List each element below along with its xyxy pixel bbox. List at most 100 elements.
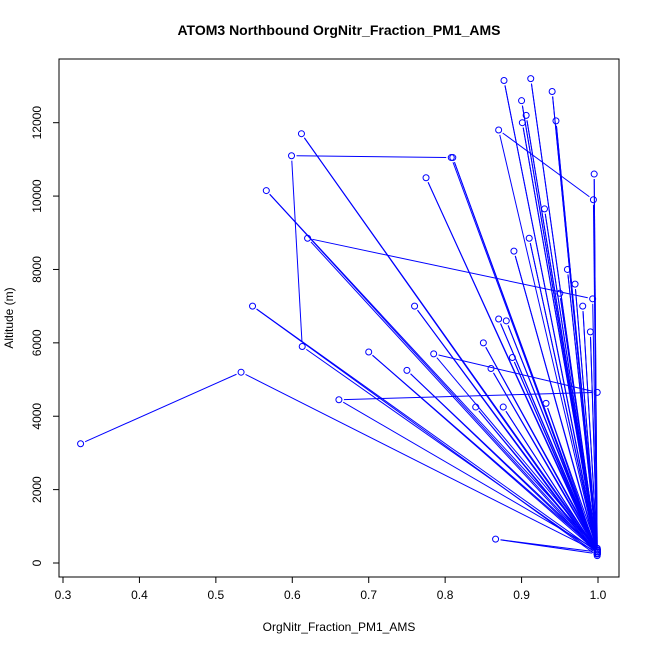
x-tick-label: 0.7	[360, 588, 377, 602]
series-line-segment	[560, 298, 598, 548]
series-line-segment	[567, 274, 598, 549]
series-line-segment	[582, 311, 598, 546]
y-tick-label: 10000	[30, 179, 44, 213]
series-line-segment	[291, 160, 303, 342]
data-point	[525, 234, 533, 242]
series-line-segment	[342, 401, 594, 549]
data-point	[422, 174, 430, 182]
data-point	[249, 302, 257, 310]
series-line-segment	[507, 325, 596, 546]
chart-title: ATOM3 Northbound OrgNitr_Fraction_PM1_AM…	[177, 22, 500, 38]
x-tick-label: 0.4	[131, 588, 148, 602]
data-point	[571, 280, 579, 288]
y-axis-label: Altitude (m)	[2, 287, 16, 348]
data-point	[593, 388, 601, 396]
series-line-segment	[312, 238, 588, 299]
series-line-segment	[306, 348, 594, 552]
series-line-segment	[478, 410, 595, 549]
data-point	[548, 88, 556, 96]
data-point	[430, 350, 438, 358]
series-line-segment	[485, 346, 596, 547]
x-tick-label: 0.3	[55, 588, 72, 602]
series-lines	[84, 83, 598, 554]
data-point	[593, 548, 601, 556]
plot-frame	[58, 58, 620, 578]
y-tick-label: 2000	[30, 476, 44, 503]
series-line-segment	[417, 309, 595, 551]
data-point	[288, 152, 296, 160]
data-point	[499, 403, 507, 411]
data-point	[586, 328, 594, 336]
series-line-segment	[245, 374, 593, 551]
series-line-segment	[427, 182, 596, 550]
data-point	[237, 368, 245, 376]
data-point	[447, 154, 455, 162]
data-point	[593, 550, 601, 558]
data-point	[563, 265, 571, 273]
y-tick-label: 0	[30, 559, 44, 566]
data-point	[527, 75, 535, 83]
series-line-segment	[84, 373, 237, 443]
data-point	[518, 119, 526, 127]
data-point	[508, 354, 516, 362]
data-point	[593, 546, 601, 554]
data-point	[304, 234, 312, 242]
data-point	[262, 187, 270, 195]
data-point	[589, 295, 597, 303]
series-line-segment	[256, 308, 594, 554]
data-point	[495, 315, 503, 323]
data-point	[510, 247, 518, 255]
series-line-segment	[544, 213, 597, 549]
series-line-segment	[522, 127, 597, 546]
x-axis: 0.3 0.4 0.5 0.6 0.7 0.8 0.9 1.0	[55, 577, 607, 602]
series-line-segment	[555, 125, 598, 546]
data-point	[472, 403, 480, 411]
series-line-segment	[269, 193, 595, 545]
series-points	[77, 75, 601, 560]
series-line-segment	[372, 354, 594, 550]
y-tick-label: 6000	[30, 329, 44, 356]
series-line-segment	[500, 539, 593, 552]
series-line-segment	[590, 336, 598, 548]
data-point	[495, 126, 503, 134]
series-line-segment	[514, 255, 597, 548]
data-point	[403, 366, 411, 374]
series-line-segment	[529, 243, 597, 548]
series-line-segment	[410, 373, 594, 548]
data-point	[589, 196, 597, 204]
series-line-segment	[256, 308, 594, 550]
data-point	[298, 343, 306, 351]
data-point	[541, 205, 548, 213]
data-point	[556, 289, 564, 297]
data-point	[479, 339, 487, 347]
data-point	[487, 365, 495, 373]
data-point	[522, 111, 530, 119]
series-line-segment	[502, 132, 590, 198]
y-tick-label: 8000	[30, 256, 44, 283]
data-point	[500, 76, 508, 84]
series-line-segment	[493, 372, 596, 547]
data-point	[297, 130, 305, 138]
x-tick-label: 0.6	[284, 588, 301, 602]
x-tick-label: 1.0	[590, 588, 607, 602]
data-point	[77, 440, 85, 448]
data-point	[590, 170, 598, 178]
series-line-segment	[438, 354, 593, 392]
series-line-segment	[343, 392, 593, 401]
x-tick-label: 0.5	[208, 588, 225, 602]
y-tick-label: 12000	[30, 106, 44, 140]
series-line-segment	[296, 155, 447, 158]
data-point	[335, 396, 343, 404]
data-point	[542, 399, 550, 407]
x-axis-label: OrgNitr_Fraction_PM1_AMS	[263, 620, 416, 634]
series-line-segment	[513, 361, 596, 550]
x-tick-label: 0.9	[513, 588, 530, 602]
data-point	[518, 97, 526, 105]
x-tick-label: 0.8	[437, 588, 454, 602]
y-axis: 0 2000 4000 6000 8000 10000 12000	[30, 106, 59, 566]
data-point	[365, 348, 373, 356]
series-line-segment	[454, 162, 596, 548]
data-point	[579, 302, 587, 310]
y-tick-label: 4000	[30, 403, 44, 430]
